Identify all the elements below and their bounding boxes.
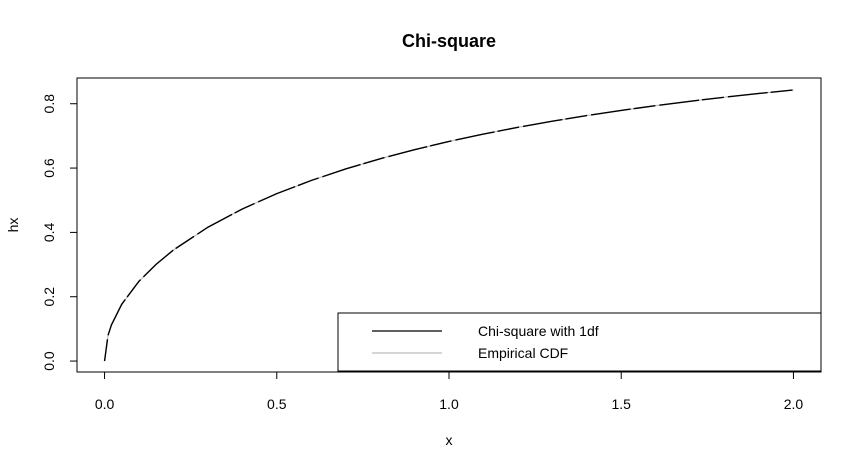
legend-box: [337, 312, 822, 372]
y-tick-label: 0.4: [41, 222, 57, 242]
y-axis: 0.0 0.2 0.4 0.6 0.8: [41, 94, 78, 371]
x-axis: 0.0 0.5 1.0 1.5 2.0: [95, 371, 804, 412]
x-axis-label: x: [446, 432, 453, 448]
x-tick-label: 2.0: [784, 396, 804, 412]
x-tick-label: 1.5: [611, 396, 631, 412]
y-axis-label: hx: [5, 218, 21, 233]
y-tick-label: 0.8: [41, 94, 57, 114]
series-layer: [103, 89, 794, 362]
legend-label-empirical-cdf: Empirical CDF: [478, 345, 568, 361]
y-tick-label: 0.2: [41, 287, 57, 307]
legend: Chi-square with 1df Empirical CDF: [337, 312, 822, 372]
x-tick-label: 0.5: [267, 396, 287, 412]
x-tick-label: 1.0: [439, 396, 459, 412]
y-tick-label: 0.6: [41, 158, 57, 178]
y-tick-label: 0.0: [41, 351, 57, 371]
x-tick-label: 0.0: [95, 396, 115, 412]
chart-title: Chi-square: [402, 31, 496, 51]
legend-label-chi-square: Chi-square with 1df: [478, 323, 599, 339]
series-line-chi-square: [103, 89, 794, 362]
